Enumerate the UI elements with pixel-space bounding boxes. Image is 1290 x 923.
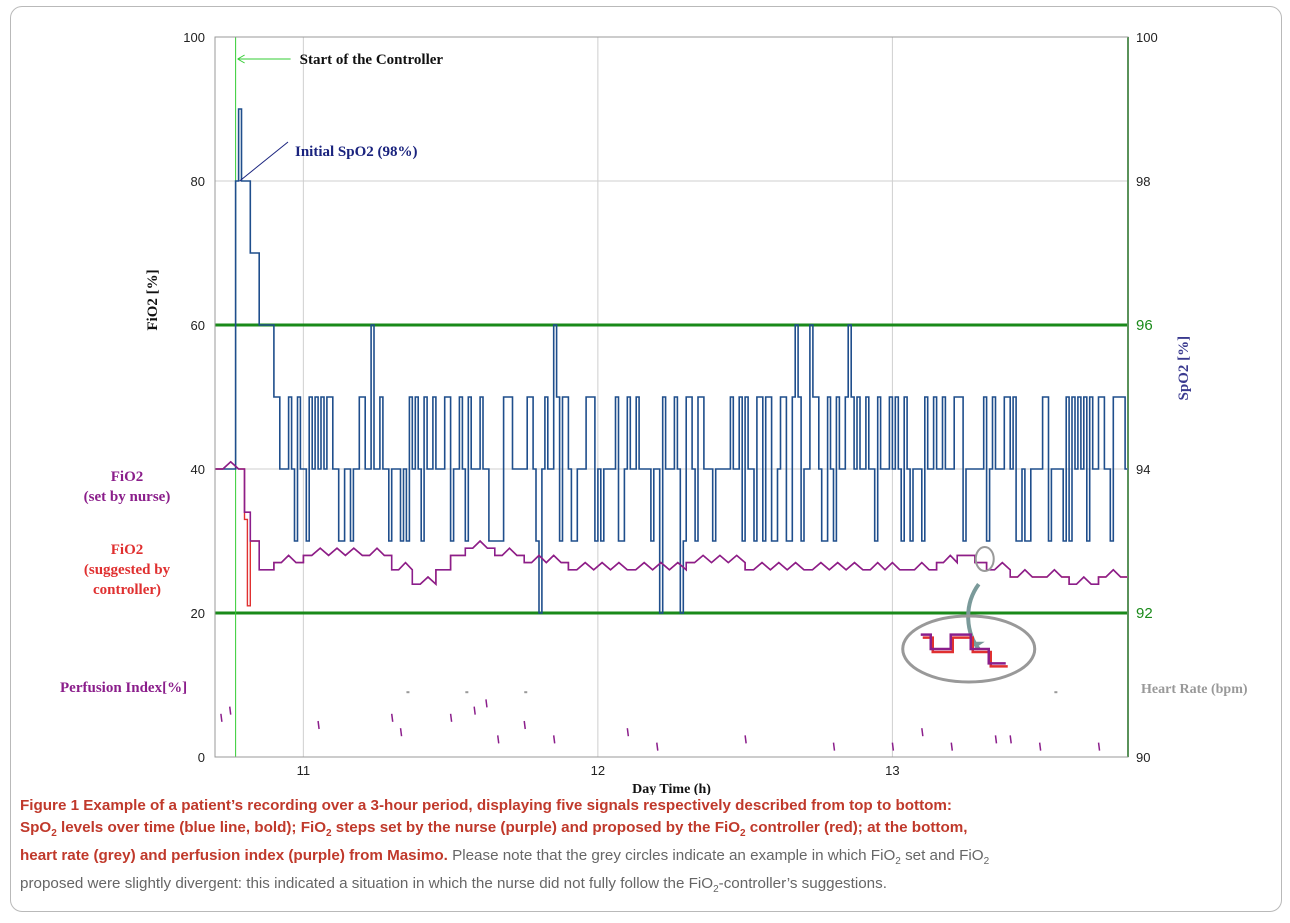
y-left-tick-label: 0	[198, 750, 205, 765]
inset-controller-line	[922, 636, 1008, 668]
caption-bold-2a: SpO	[20, 819, 52, 836]
perfusion-mark	[950, 742, 954, 751]
perfusion-mark	[496, 735, 500, 744]
x-tick-label: 11	[297, 763, 311, 778]
perfusion-mark	[390, 713, 394, 722]
y-left-axis-label: FiO2 [%]	[145, 269, 161, 330]
x-tick-label: 13	[885, 763, 899, 778]
label-heart-rate: Heart Rate (bpm)	[1141, 682, 1248, 697]
perfusion-mark	[399, 728, 403, 737]
x-axis-label: Day Time (h)	[632, 782, 711, 795]
caption-normal-d: -controller’s suggestions.	[718, 875, 887, 893]
y-left-tick-label: 80	[191, 174, 205, 189]
y-right-tick-label: 94	[1136, 462, 1150, 477]
axes: 0 20 40 60 80 100 90 92 94 96 98 100 11 12 13 Day Time …	[145, 30, 1192, 795]
y-right-tick-label: 100	[1136, 30, 1158, 45]
start-marker-label: Start of the Controller	[300, 52, 444, 68]
caption-sub: 2	[983, 856, 990, 868]
y-left-tick-label: 20	[191, 606, 205, 621]
y-right-axis-label: SpO2 [%]	[1176, 336, 1192, 401]
spo2-line	[215, 108, 1128, 614]
label-perfusion-index: Perfusion Index[%]	[60, 680, 187, 696]
caption-bold-2d: controller (red); at the bottom,	[745, 819, 968, 836]
perfusion-mark	[220, 713, 223, 722]
y-right-tick-label: 98	[1136, 174, 1150, 189]
fio2-nurse-line	[215, 460, 1128, 587]
start-marker-arrowhead	[237, 54, 245, 64]
caption-sub: 2	[326, 828, 332, 840]
inset-small-circle	[974, 546, 995, 572]
inset-connector	[966, 583, 981, 651]
perfusion-mark	[626, 728, 630, 737]
perfusion-mark	[473, 706, 476, 715]
caption-bold-2c: steps set by the nurse (purple) and prop…	[331, 819, 741, 836]
label-fio2-suggested: FiO2	[111, 542, 144, 558]
perfusion-mark	[891, 742, 895, 751]
perfusion-mark	[485, 699, 488, 708]
y-left-tick-label: 60	[191, 318, 205, 333]
perfusion-mark	[656, 742, 659, 751]
plot-frame	[214, 36, 1129, 758]
y-right-tick-label: 96	[1136, 317, 1153, 334]
perfusion-mark	[1097, 742, 1101, 751]
perfusion-mark	[832, 742, 836, 751]
y-right-tick-label: 90	[1136, 750, 1150, 765]
annotation-initial-spo2: Initial SpO2 (98%)	[295, 144, 418, 160]
caption-sub: 2	[713, 884, 719, 896]
caption-bold-prefix: Figure 1 Example of a patient’s recordin…	[20, 797, 952, 814]
label-fio2-set: FiO2	[111, 469, 144, 485]
y-left-tick-label: 100	[183, 30, 205, 45]
caption-sub: 2	[51, 828, 57, 840]
caption-normal-b: set and FiO	[900, 847, 984, 865]
chart-svg: 0 20 40 60 80 100 90 92 94 96 98 100 11 12 13 Day Time …	[60, 30, 1248, 795]
perfusion-mark	[228, 706, 232, 715]
figure-caption: Figure 1 Example of a patient’s recordin…	[20, 795, 1270, 901]
caption-bold-2b: levels over time (blue line, bold); FiO	[56, 819, 327, 836]
y-right-tick-label: 92	[1136, 605, 1153, 622]
fio2-controller-line	[215, 460, 1128, 607]
inset-large-circle	[901, 614, 1037, 684]
label-fio2-suggested: controller)	[93, 582, 161, 598]
caption-sub: 2	[740, 828, 746, 840]
inset-zoom	[901, 546, 1037, 684]
annotation-pointer	[239, 141, 289, 182]
perfusion-mark	[552, 735, 556, 744]
perfusion-mark	[921, 728, 924, 737]
perfusion-mark	[1009, 735, 1012, 744]
inset-connector-head	[972, 641, 985, 646]
caption-bold-3: heart rate (grey) and perfusion index (p…	[20, 847, 448, 865]
y-left-tick-label: 40	[191, 462, 205, 477]
inset-nurse-line	[920, 633, 1006, 665]
x-tick-label: 12	[591, 763, 605, 778]
labels: Start of the Controller Initial SpO2 (98%…	[60, 52, 1248, 697]
perfusion-mark	[1038, 742, 1042, 751]
perfusion-mark	[994, 735, 998, 744]
figure-frame	[10, 6, 1282, 912]
perfusion-mark	[317, 720, 320, 730]
perfusion-mark	[523, 720, 526, 730]
perfusion-mark	[449, 713, 453, 722]
caption-normal-a: Please note that the grey circles indica…	[447, 847, 896, 865]
label-fio2-set: (set by nurse)	[84, 489, 171, 505]
caption-normal-c: proposed were slightly divergent: this i…	[20, 875, 714, 893]
series-layer	[215, 37, 1128, 757]
caption-sub: 2	[895, 856, 901, 868]
label-fio2-suggested: (suggested by	[84, 562, 171, 578]
perfusion-mark	[744, 735, 747, 744]
